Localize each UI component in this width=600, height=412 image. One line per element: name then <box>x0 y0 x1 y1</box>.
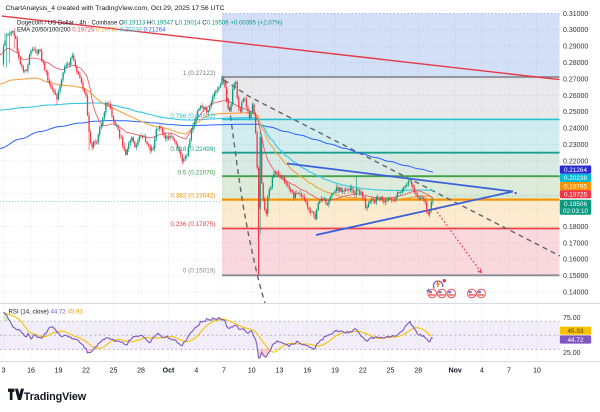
svg-text:4: 4 <box>480 368 484 375</box>
svg-text:1 (0.27122): 1 (0.27122) <box>183 70 216 77</box>
svg-text:22: 22 <box>82 368 90 375</box>
svg-text:22: 22 <box>359 368 367 375</box>
svg-text:0.786 (0.24532): 0.786 (0.24532) <box>170 113 215 120</box>
svg-text:0.29000: 0.29000 <box>563 44 588 51</box>
svg-text:0.19725: 0.19725 <box>564 192 588 199</box>
svg-text:0.21264: 0.21264 <box>564 167 588 174</box>
svg-text:0.20238: 0.20238 <box>564 175 588 182</box>
svg-text:0.18000: 0.18000 <box>563 224 588 231</box>
svg-text:0.17000: 0.17000 <box>563 240 588 247</box>
svg-text:0.24000: 0.24000 <box>563 126 588 133</box>
svg-text:19: 19 <box>331 368 339 375</box>
svg-text:RSI (14, close) 44.72 45.93: RSI (14, close) 44.72 45.93 <box>9 309 84 316</box>
svg-text:0.28000: 0.28000 <box>563 60 588 67</box>
svg-text:3: 3 <box>2 368 6 375</box>
svg-text:0.22000: 0.22000 <box>563 158 588 165</box>
svg-text:44.72: 44.72 <box>568 337 584 344</box>
svg-text:0.26000: 0.26000 <box>563 93 588 100</box>
svg-text:Oct: Oct <box>163 368 175 375</box>
svg-text:0.16000: 0.16000 <box>563 257 588 264</box>
svg-text:75.00: 75.00 <box>563 315 581 322</box>
svg-text:45.93: 45.93 <box>568 328 584 335</box>
svg-text:25: 25 <box>110 368 118 375</box>
svg-text:7: 7 <box>507 368 511 375</box>
svg-text:Dogecoin / US Dollar · 4h · Co: Dogecoin / US Dollar · 4h · Coinbase O0.… <box>17 20 283 27</box>
svg-text:25: 25 <box>387 368 395 375</box>
svg-text:16: 16 <box>27 368 35 375</box>
svg-text:25.00: 25.00 <box>563 350 581 357</box>
svg-text:0.19506: 0.19506 <box>564 201 588 208</box>
svg-text:0.236 (0.17875): 0.236 (0.17875) <box>170 221 215 228</box>
svg-text:TradingView: TradingView <box>24 391 87 403</box>
svg-text:0.25000: 0.25000 <box>563 109 588 116</box>
svg-text:4: 4 <box>194 368 198 375</box>
svg-text:13: 13 <box>276 368 284 375</box>
svg-text:0.15000: 0.15000 <box>563 273 588 280</box>
svg-text:28: 28 <box>137 368 145 375</box>
svg-text:28: 28 <box>414 368 422 375</box>
svg-text:0.618 (0.22499): 0.618 (0.22499) <box>170 146 215 153</box>
svg-text:10: 10 <box>533 368 541 375</box>
svg-text:10: 10 <box>248 368 256 375</box>
svg-text:0.27000: 0.27000 <box>563 76 588 83</box>
svg-text:0.30000: 0.30000 <box>563 27 588 34</box>
svg-text:0.5 (0.21070): 0.5 (0.21070) <box>177 170 215 177</box>
svg-text:0.31000: 0.31000 <box>563 11 588 18</box>
svg-text:Nov: Nov <box>449 368 462 375</box>
svg-text:0.14000: 0.14000 <box>563 289 588 296</box>
svg-text:0 (0.15019): 0 (0.15019) <box>183 267 216 274</box>
svg-text:EMA 20/50/100/200 0.19725 0.19: EMA 20/50/100/200 0.19725 0.19795 0.2023… <box>17 27 166 34</box>
svg-text:02:03:10: 02:03:10 <box>563 208 588 215</box>
svg-text:16: 16 <box>303 368 311 375</box>
svg-text:ChartAnalysis_4 created with T: ChartAnalysis_4 created with TradingView… <box>6 5 225 12</box>
svg-text:19: 19 <box>55 368 63 375</box>
svg-text:0.382 (0.19642): 0.382 (0.19642) <box>170 193 215 200</box>
svg-text:0.19795: 0.19795 <box>564 183 588 190</box>
svg-text:0.23000: 0.23000 <box>563 142 588 149</box>
svg-text:7: 7 <box>222 368 226 375</box>
